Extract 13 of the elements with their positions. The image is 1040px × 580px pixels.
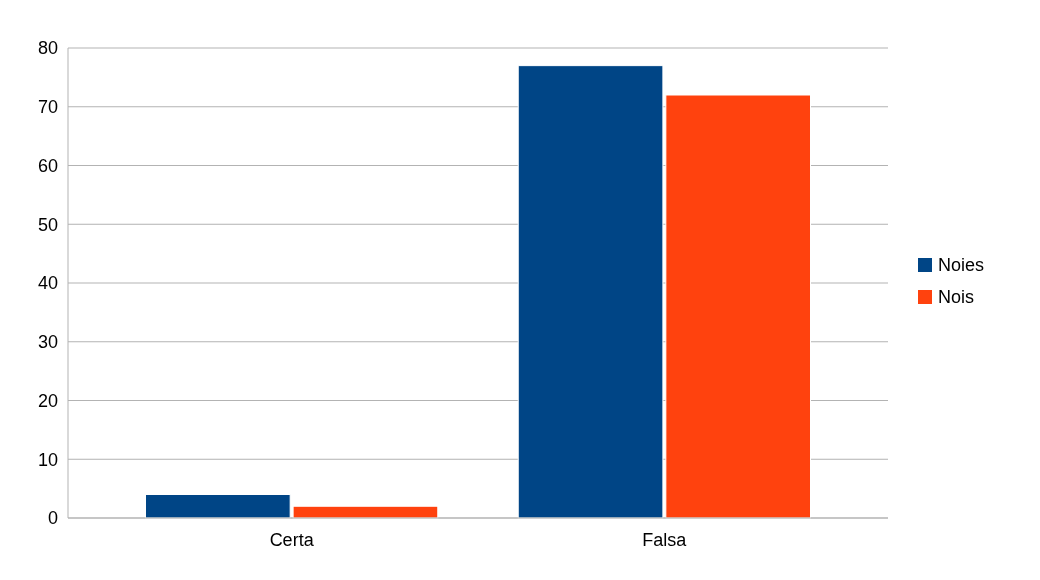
x-tick-label: Falsa xyxy=(642,530,688,550)
y-tick-label: 20 xyxy=(37,390,58,411)
legend-label: Noies xyxy=(938,255,985,276)
y-tick-label: 60 xyxy=(37,155,58,176)
x-tick-label: Certa xyxy=(269,530,315,550)
y-tick-label: 0 xyxy=(47,508,58,529)
y-tick-label: 10 xyxy=(37,449,58,470)
y-tick-label: 30 xyxy=(37,332,58,353)
y-tick-label: 80 xyxy=(37,38,58,59)
y-tick-label: 50 xyxy=(37,214,58,235)
y-tick-label: 40 xyxy=(37,273,58,294)
legend-label: Nois xyxy=(938,287,975,308)
y-tick-label: 70 xyxy=(37,97,58,118)
